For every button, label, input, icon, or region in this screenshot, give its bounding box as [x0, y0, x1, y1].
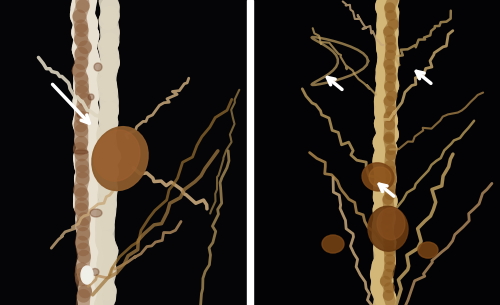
Ellipse shape — [77, 113, 83, 117]
Ellipse shape — [322, 235, 344, 253]
Ellipse shape — [94, 63, 102, 71]
Ellipse shape — [88, 94, 94, 100]
Ellipse shape — [362, 163, 394, 191]
Bar — [247, 0, 253, 305]
Ellipse shape — [418, 242, 438, 258]
Ellipse shape — [74, 150, 88, 154]
Ellipse shape — [377, 208, 405, 240]
Bar — [0, 0, 247, 305]
Ellipse shape — [94, 130, 140, 181]
Bar — [253, 0, 500, 305]
Ellipse shape — [81, 266, 93, 284]
Ellipse shape — [368, 206, 408, 251]
Ellipse shape — [90, 209, 102, 217]
Ellipse shape — [92, 127, 148, 191]
Ellipse shape — [91, 268, 99, 275]
Ellipse shape — [369, 167, 391, 187]
